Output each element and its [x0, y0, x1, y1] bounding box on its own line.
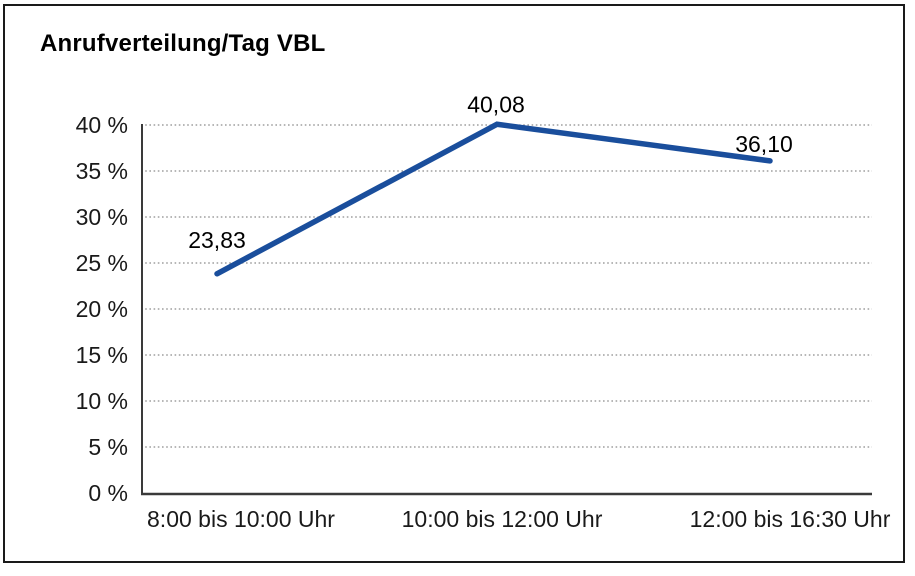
y-tick-label: 15 %: [76, 342, 128, 368]
x-tick-label: 12:00 bis 16:30 Uhr: [690, 506, 891, 532]
data-label: 36,10: [735, 131, 793, 157]
y-tick-label: 10 %: [76, 388, 128, 414]
x-tick-label: 8:00 bis 10:00 Uhr: [147, 506, 335, 532]
y-tick-label: 35 %: [76, 158, 128, 184]
y-tick-label: 25 %: [76, 250, 128, 276]
y-tick-label: 40 %: [76, 112, 128, 138]
data-label: 40,08: [467, 91, 525, 117]
series-line: [214, 121, 773, 277]
y-tick-label: 0 %: [88, 480, 128, 506]
chart-title: Anrufverteilung/Tag VBL: [40, 30, 326, 57]
y-tick-label: 5 %: [88, 434, 128, 460]
y-tick-label: 30 %: [76, 204, 128, 230]
x-tick-label: 10:00 bis 12:00 Uhr: [402, 506, 603, 532]
y-tick-label: 20 %: [76, 296, 128, 322]
data-label: 23,83: [188, 227, 246, 253]
